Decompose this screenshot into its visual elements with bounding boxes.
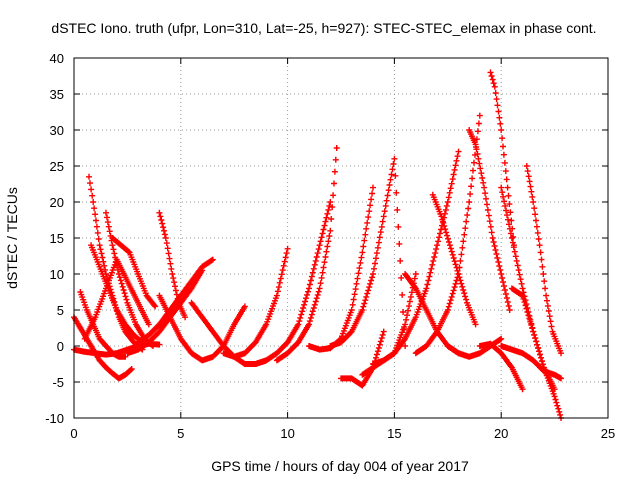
- y-tick-label: 15: [50, 231, 64, 246]
- data-track: [476, 340, 526, 393]
- data-points: [273, 145, 340, 364]
- axis-ticks: 0 5 10 15 20 25 -10 -5 0 5 10 15 20 25 30 35 40: [45, 51, 615, 441]
- y-axis-title: dSTEC / TECUs: [4, 187, 20, 289]
- data-points: [109, 235, 159, 310]
- data-track: [156, 292, 248, 364]
- data-points: [156, 209, 189, 321]
- chart-title: dSTEC Iono. truth (ufpr, Lon=310, Lat=-2…: [51, 20, 596, 36]
- y-tick-label: 35: [50, 87, 64, 102]
- data-track: [109, 235, 159, 310]
- x-tick-label: 10: [280, 426, 294, 441]
- data-points: [77, 289, 129, 360]
- x-axis-title: GPS time / hours of day 004 of year 2017: [211, 458, 469, 474]
- y-tick-label: 40: [50, 51, 64, 66]
- data-track: [498, 343, 564, 382]
- data-points: [327, 155, 409, 349]
- data-points: [498, 343, 564, 382]
- x-tick-label: 5: [177, 426, 184, 441]
- x-tick-label: 15: [387, 426, 401, 441]
- data-track: [523, 163, 564, 357]
- data-points: [523, 163, 564, 357]
- data-track: [135, 256, 216, 346]
- data-track: [466, 127, 513, 313]
- data-points: [135, 256, 216, 346]
- data-track: [156, 209, 189, 321]
- y-tick-label: -10: [45, 411, 64, 426]
- y-tick-label: 10: [50, 267, 64, 282]
- x-tick-label: 20: [494, 426, 508, 441]
- y-tick-label: -5: [52, 375, 64, 390]
- data-track: [77, 289, 129, 360]
- data-points: [81, 256, 152, 342]
- data-points: [429, 191, 479, 328]
- data-track: [273, 145, 340, 364]
- x-tick-label: 0: [70, 426, 77, 441]
- data-track: [241, 199, 334, 367]
- y-tick-label: 25: [50, 159, 64, 174]
- data-points: [220, 245, 291, 360]
- data-track: [429, 191, 479, 328]
- data-points: [476, 340, 526, 393]
- y-tick-label: 5: [57, 303, 64, 318]
- data-points: [466, 127, 513, 313]
- data-track: [327, 155, 409, 349]
- data-track: [220, 245, 291, 360]
- data-points: [156, 292, 248, 364]
- data-series: [71, 69, 564, 421]
- y-tick-label: 20: [50, 195, 64, 210]
- y-tick-label: 0: [57, 339, 64, 354]
- data-points: [241, 199, 334, 367]
- data-track: [81, 256, 152, 342]
- y-tick-label: 30: [50, 123, 64, 138]
- x-tick-label: 25: [601, 426, 615, 441]
